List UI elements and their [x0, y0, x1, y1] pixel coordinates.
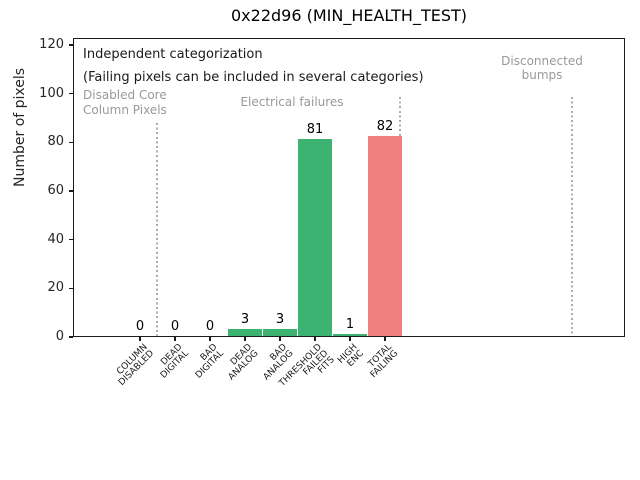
x-tick	[244, 337, 246, 341]
x-tick	[349, 337, 351, 341]
bar-value-label: 0	[170, 319, 180, 334]
bar-value-label: 82	[376, 119, 394, 135]
annotation: Electrical failures	[240, 95, 344, 109]
bar	[228, 328, 262, 336]
annotation: Independent categorization	[83, 47, 263, 62]
x-tick	[209, 337, 211, 341]
y-tick	[68, 239, 73, 241]
annotation: Disabled Core Column Pixels	[83, 88, 167, 117]
separator-line	[571, 97, 573, 336]
y-tick-label: 40	[47, 231, 64, 247]
x-tick-label: TOTAL FAILING	[367, 342, 401, 381]
bar	[333, 333, 367, 336]
bar-value-label: 0	[205, 319, 215, 334]
separator-line	[156, 123, 158, 336]
y-tick-label: 60	[47, 183, 64, 198]
y-tick	[68, 44, 73, 46]
y-tick	[68, 287, 73, 289]
x-tick-label: BAD DIGITAL	[193, 342, 226, 381]
bar	[263, 328, 297, 336]
chart-title: 0x22d96 (MIN_HEALTH_TEST)	[231, 6, 467, 25]
annotation: (Failing pixels can be included in sever…	[83, 70, 424, 85]
y-tick	[68, 141, 73, 143]
y-tick-label: 0	[55, 329, 64, 344]
plot-area	[73, 38, 625, 337]
y-tick-label: 100	[39, 85, 64, 101]
bar-value-label: 3	[275, 311, 285, 327]
x-tick	[384, 337, 386, 341]
bar-value-label: 1	[345, 316, 355, 332]
annotation: Disconnected bumps	[501, 54, 583, 82]
bar-value-label: 81	[306, 121, 324, 137]
y-tick	[68, 336, 73, 338]
bar-value-label: 3	[240, 311, 250, 327]
bar	[298, 138, 332, 336]
x-tick	[174, 337, 176, 341]
y-tick	[68, 93, 73, 95]
y-tick-label: 80	[47, 134, 64, 150]
y-tick-label: 120	[39, 37, 64, 52]
x-tick-label: COLUMN DISABLED	[114, 342, 156, 388]
x-tick-label: DEAD DIGITAL	[158, 342, 191, 381]
x-tick-label: DEAD ANALOG	[226, 342, 261, 383]
x-tick	[314, 337, 316, 341]
x-tick-label: HIGH ENC	[335, 342, 366, 369]
bar	[368, 136, 402, 336]
y-tick-label: 20	[47, 280, 64, 296]
x-tick	[139, 337, 141, 341]
y-tick	[68, 190, 73, 192]
x-tick	[279, 337, 281, 341]
bar-value-label: 0	[135, 319, 145, 334]
